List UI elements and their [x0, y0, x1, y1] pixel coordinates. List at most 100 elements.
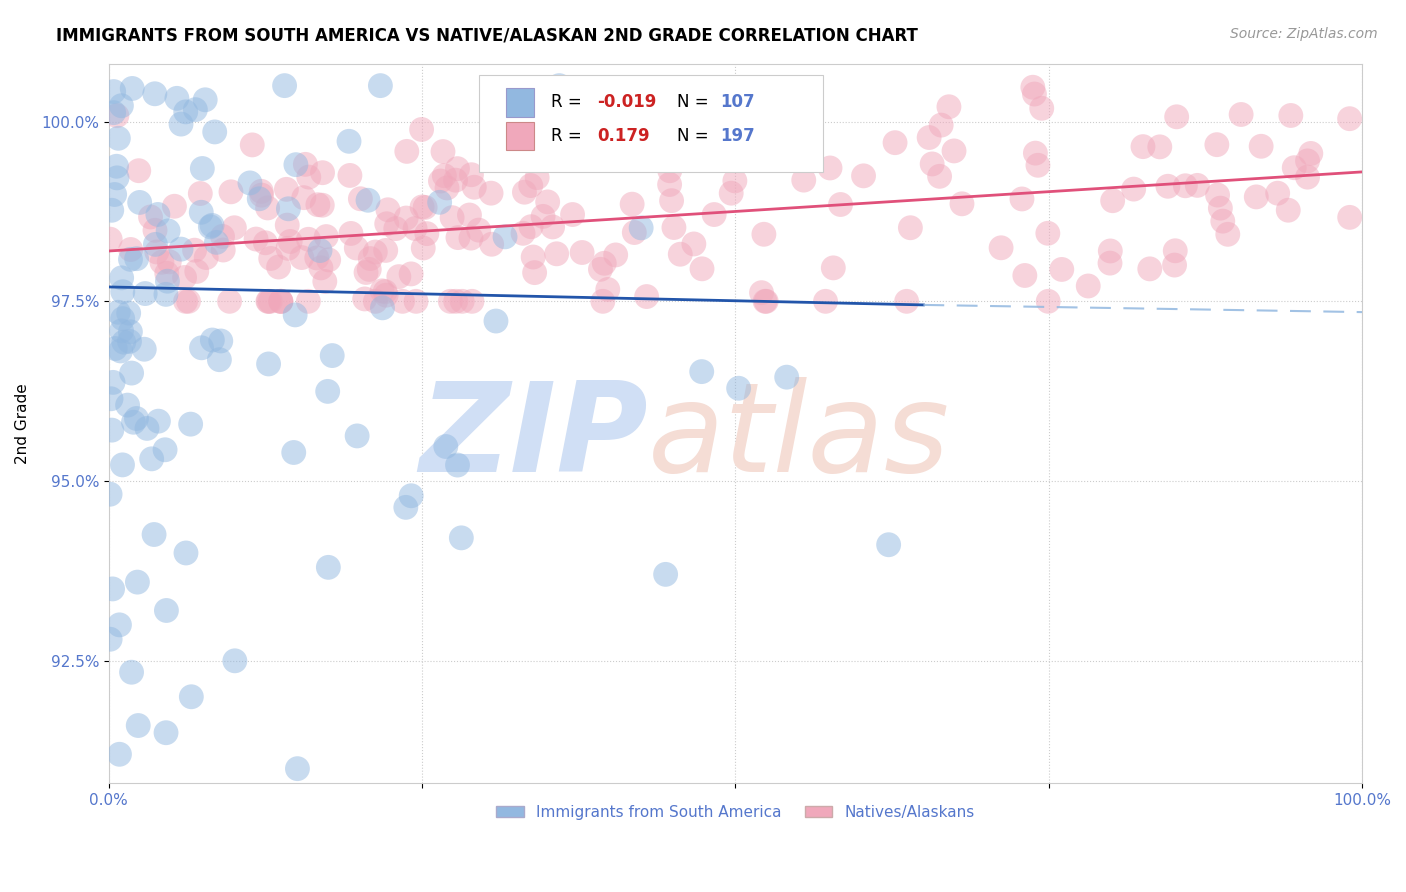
Point [439, 294, 461, 309]
Point [191, 161, 214, 176]
Point [307, 197, 329, 211]
Point [309, 260, 332, 275]
Point [411, 200, 433, 214]
Point [929, 118, 952, 132]
Text: N =: N = [676, 93, 713, 112]
Point [127, 718, 149, 732]
Point [830, 197, 852, 211]
Point [294, 157, 316, 171]
Point [354, 265, 377, 279]
Point [117, 398, 139, 412]
Text: atlas: atlas [648, 377, 950, 499]
Point [776, 370, 799, 384]
Point [605, 248, 627, 262]
Text: R =: R = [551, 127, 592, 145]
Point [157, 254, 180, 268]
Point [297, 232, 319, 246]
Point [460, 168, 482, 182]
Point [1296, 153, 1319, 168]
Point [1024, 146, 1046, 161]
Point [276, 182, 298, 196]
Point [174, 546, 197, 560]
Point [918, 130, 941, 145]
Legend: Immigrants from South America, Natives/Alaskans: Immigrants from South America, Natives/A… [491, 798, 980, 826]
Point [1284, 161, 1306, 175]
Point [592, 294, 614, 309]
Point [921, 157, 943, 171]
Point [143, 527, 166, 541]
Point [118, 306, 141, 320]
Point [444, 294, 467, 309]
Text: IMMIGRANTS FROM SOUTH AMERICA VS NATIVE/ALASKAN 2ND GRADE CORRELATION CHART: IMMIGRANTS FROM SOUTH AMERICA VS NATIVE/… [56, 27, 918, 45]
Point [1099, 244, 1122, 258]
Point [429, 174, 451, 188]
Point [211, 229, 233, 244]
Point [818, 161, 841, 175]
Point [434, 440, 457, 454]
Point [184, 103, 207, 117]
Point [174, 104, 197, 119]
FancyBboxPatch shape [478, 75, 823, 172]
Point [682, 236, 704, 251]
Point [98, 487, 121, 501]
Point [877, 538, 900, 552]
Point [1279, 108, 1302, 122]
Point [696, 137, 718, 152]
Point [658, 178, 681, 192]
Point [186, 264, 208, 278]
Point [793, 173, 815, 187]
Point [703, 208, 725, 222]
Point [1166, 110, 1188, 124]
Point [190, 341, 212, 355]
Point [512, 227, 534, 241]
Point [526, 170, 548, 185]
Point [318, 560, 340, 574]
Point [118, 334, 141, 349]
Point [146, 207, 169, 221]
Point [110, 99, 132, 113]
Point [384, 221, 406, 235]
Point [724, 174, 747, 188]
Point [752, 227, 775, 242]
Point [399, 489, 422, 503]
Point [205, 235, 228, 250]
Point [344, 241, 367, 255]
Text: N =: N = [676, 127, 713, 145]
Point [662, 220, 685, 235]
Point [359, 262, 381, 277]
Point [250, 184, 273, 198]
Point [139, 210, 162, 224]
Point [121, 81, 143, 95]
Point [938, 100, 960, 114]
Point [411, 122, 433, 136]
Point [1031, 101, 1053, 115]
Point [148, 414, 170, 428]
Point [1157, 179, 1180, 194]
Point [163, 199, 186, 213]
Point [522, 250, 544, 264]
Point [247, 192, 270, 206]
Point [391, 294, 413, 309]
Point [1077, 279, 1099, 293]
Point [412, 241, 434, 255]
Point [1122, 182, 1144, 196]
Point [950, 196, 973, 211]
Point [1163, 258, 1185, 272]
Point [513, 185, 536, 199]
Point [291, 251, 314, 265]
Point [943, 144, 966, 158]
Point [141, 451, 163, 466]
Point [447, 230, 470, 244]
Point [173, 270, 195, 285]
Point [340, 227, 363, 241]
Point [254, 235, 277, 250]
Point [1209, 201, 1232, 215]
Point [292, 191, 315, 205]
Point [375, 217, 398, 231]
Point [105, 109, 128, 123]
Point [257, 294, 280, 309]
Point [1101, 194, 1123, 208]
Point [201, 333, 224, 347]
Point [314, 275, 336, 289]
Point [212, 243, 235, 257]
